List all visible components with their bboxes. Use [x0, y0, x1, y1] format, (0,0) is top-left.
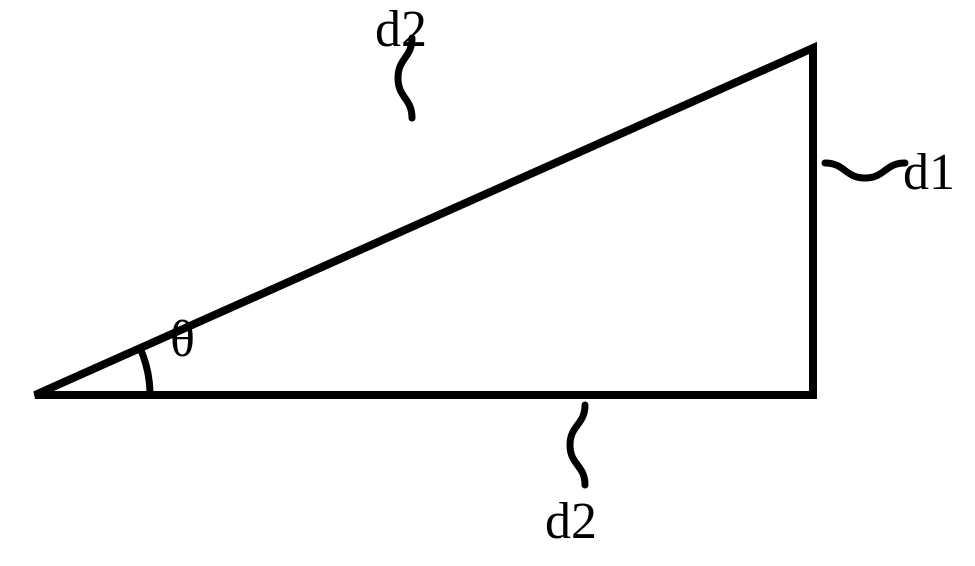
diagram-svg [0, 0, 975, 561]
label-d1-right: d1 [903, 143, 955, 202]
label-theta: θ [170, 310, 195, 369]
squiggle-d1-right [825, 163, 905, 178]
triangle-shape [35, 48, 813, 395]
angle-arc [140, 348, 150, 395]
label-d2-top: d2 [375, 0, 427, 59]
squiggle-d2-bottom [570, 405, 585, 485]
triangle-diagram: d2 d1 d2 θ [0, 0, 975, 561]
label-d2-bottom: d2 [545, 492, 597, 551]
